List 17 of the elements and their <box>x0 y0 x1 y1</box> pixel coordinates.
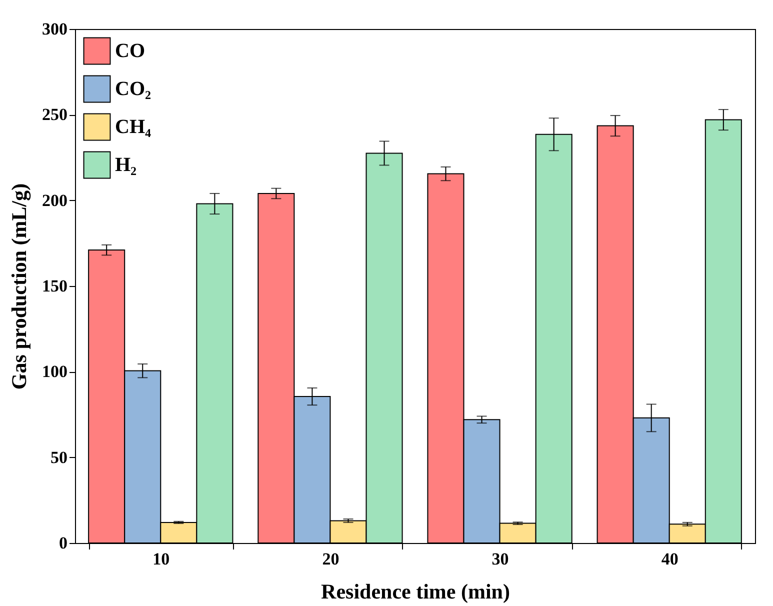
x-tick-label: 40 <box>661 550 678 568</box>
y-tick-label: 200 <box>42 190 68 210</box>
x-tick-label: 30 <box>492 550 509 568</box>
y-tick-label: 50 <box>50 448 68 467</box>
x-axis-title: Residence time (min) <box>321 580 510 604</box>
y-tick-label: 250 <box>42 105 68 124</box>
legend-label: CH₄ <box>115 116 151 138</box>
y-tick-label: 150 <box>42 276 68 296</box>
y-tick-label: 300 <box>42 20 68 38</box>
legend-label: CO <box>115 40 145 62</box>
y-tick-label: 0 <box>59 534 68 552</box>
x-tick-label: 10 <box>152 550 170 568</box>
y-tick-label: 100 <box>42 362 68 382</box>
legend-label: H₂ <box>115 154 137 176</box>
legend-label: CO₂ <box>115 78 151 100</box>
y-axis-title: Gas production (mL/g) <box>7 183 31 390</box>
x-tick-label: 20 <box>322 550 340 568</box>
